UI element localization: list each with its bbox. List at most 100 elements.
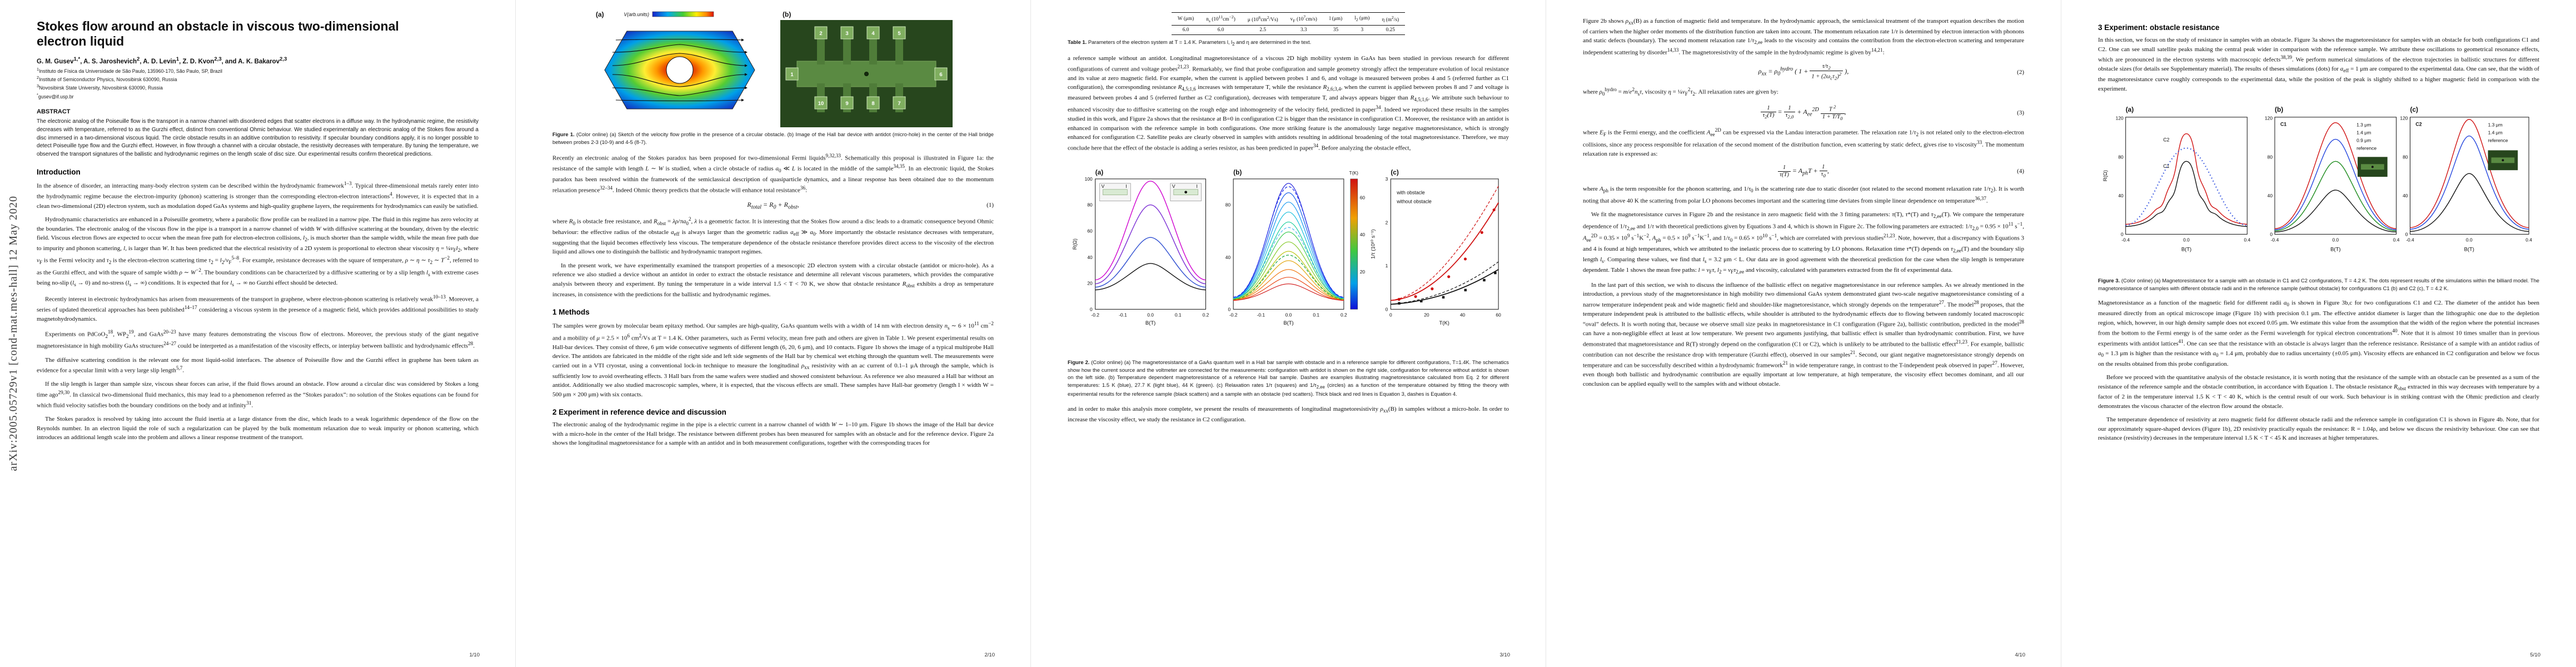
intro-paragraph-3: Recently interest in electronic hydrodyn… bbox=[37, 294, 479, 323]
email-line: *gusev@if.usp.br bbox=[37, 92, 74, 99]
svg-text:0.1: 0.1 bbox=[1313, 312, 1319, 317]
fig2a-letter: (a) bbox=[1095, 168, 1104, 176]
figure2-plots: (a) V I bbox=[1072, 168, 1501, 326]
svg-text:-0.2: -0.2 bbox=[1229, 312, 1238, 317]
svg-text:0.0: 0.0 bbox=[1147, 312, 1154, 317]
fig3b-y-ticks: 0 40 80 120 bbox=[2265, 116, 2273, 237]
colorbar-ticks: 60 40 20 bbox=[1360, 195, 1366, 275]
fig2c-scatter-obstacle bbox=[1397, 208, 1496, 301]
fig3c-curves bbox=[2410, 119, 2529, 232]
svg-text:I: I bbox=[1197, 183, 1198, 189]
svg-text:V: V bbox=[1102, 183, 1105, 189]
intro-paragraph-4: Experiments on PdCoO218, WP219, and GaAs… bbox=[37, 328, 479, 350]
svg-text:0: 0 bbox=[1389, 312, 1392, 317]
affiliation-3: 3Novosibirsk State University, Novosibir… bbox=[37, 83, 163, 91]
fig3a-label-c2: C2 bbox=[2163, 137, 2169, 143]
svg-text:20: 20 bbox=[1087, 281, 1093, 286]
svg-text:0.0: 0.0 bbox=[2332, 237, 2339, 242]
fig2c-xlabel: T(K) bbox=[1439, 320, 1449, 326]
table-col-density: ns (1011cm−2) bbox=[1200, 12, 1242, 26]
fig3b-letter: (b) bbox=[2275, 106, 2283, 113]
fig3b-config-label: C1 bbox=[2280, 122, 2286, 127]
arxiv-stamp-text: arXiv:2005.05729v1 [cond-mat.mes-hall] 1… bbox=[7, 196, 19, 471]
intro-paragraph-6: If the slip length is larger than sample… bbox=[37, 381, 479, 409]
page-4: Figure 2b shows ρxx(B) as a function of … bbox=[1546, 0, 2061, 667]
fig2a-schematic-obstacle: V I bbox=[1170, 183, 1202, 202]
table-col-mfp: l (μm) bbox=[1323, 12, 1349, 26]
fig2c-x-ticks: 0 20 40 60 bbox=[1389, 312, 1501, 317]
flow-channel bbox=[604, 31, 755, 109]
svg-text:-0.4: -0.4 bbox=[2121, 237, 2130, 242]
fig3a-y-ticks: 0 40 80 120 bbox=[2116, 116, 2124, 237]
contact-numbers: 2 3 4 5 10 9 8 7 1 6 bbox=[790, 31, 942, 107]
figure1-caption: Figure 1. (Color online) (a) Sketch of t… bbox=[552, 131, 994, 145]
fig3a-curves bbox=[2125, 133, 2248, 227]
equation-3-number: (3) bbox=[2017, 109, 2024, 116]
page4-where-2: where ρ0hydro = m/e2nsτ, viscosity η = ¼… bbox=[1583, 87, 1778, 97]
fig3c-config-label: C2 bbox=[2415, 122, 2421, 127]
figure2-caption: Figure 2. (Color online) (a) The magneto… bbox=[1068, 359, 1509, 397]
methods-paragraph: The samples were grown by molecular beam… bbox=[552, 321, 994, 398]
page5-paragraph-3: Before we proceed with the quantitative … bbox=[2098, 374, 2539, 410]
table-col-l2: l2 (μm) bbox=[1348, 12, 1376, 26]
page-2: (a) V(arb.units) bbox=[515, 0, 1030, 667]
page-number: 4/10 bbox=[2015, 652, 2026, 658]
fig3b-axes bbox=[2274, 117, 2397, 235]
svg-text:3: 3 bbox=[1386, 176, 1388, 182]
fig2a-schematic-reference: V I bbox=[1099, 183, 1131, 202]
svg-text:9: 9 bbox=[845, 101, 848, 107]
page-3: W (μm) ns (1011cm−2) μ (106cm2/Vs) vF (1… bbox=[1030, 0, 1546, 667]
fig3b-device-inset bbox=[2358, 157, 2388, 177]
fig2a-curves bbox=[1095, 181, 1206, 291]
fig3a-x-ticks: -0.4 0.0 0.4 bbox=[2121, 237, 2250, 242]
fig3c-letter: (c) bbox=[2410, 106, 2418, 113]
intro-paragraph-2: Hydrodynamic characteristics are enhance… bbox=[37, 216, 479, 288]
fig3a-label-c1: C1 bbox=[2163, 163, 2169, 169]
figure3-caption: Figure 3. (Color online) (a) Magnetoresi… bbox=[2098, 277, 2539, 291]
svg-text:0.1: 0.1 bbox=[1175, 312, 1182, 317]
page4-paragraph-5: We fit the magnetoresistance curves in F… bbox=[1583, 211, 2025, 275]
page2-paragraph-2: where R0 is obstacle free resistance, an… bbox=[552, 216, 994, 256]
fig2c-scatter-reference bbox=[1398, 271, 1497, 305]
svg-text:40: 40 bbox=[1087, 255, 1093, 260]
figure1a-flow-sketch: (a) V(arb.units) bbox=[596, 11, 755, 109]
svg-text:0: 0 bbox=[1228, 306, 1230, 312]
fig3c-legend: 1.3 μm 1.4 μm reference bbox=[2488, 122, 2508, 143]
svg-text:7: 7 bbox=[898, 101, 900, 107]
intro-paragraph-5: The diffusive scattering condition is th… bbox=[37, 356, 479, 374]
equation-1-number: (1) bbox=[986, 202, 994, 209]
svg-text:60: 60 bbox=[1360, 195, 1366, 201]
svg-text:20: 20 bbox=[1424, 312, 1429, 317]
fig3c-device-inset bbox=[2488, 150, 2518, 171]
fig3c-y-ticks: 0 40 80 120 bbox=[2400, 116, 2408, 237]
fig3a-ylabel: R(Ω) bbox=[2102, 170, 2109, 181]
table-header-row: W (μm) ns (1011cm−2) μ (106cm2/Vs) vF (1… bbox=[1171, 12, 1406, 26]
svg-text:1.4 μm: 1.4 μm bbox=[2488, 130, 2503, 136]
svg-text:120: 120 bbox=[2116, 116, 2124, 121]
page4-where-4: where Aph is the term responsible for th… bbox=[1583, 185, 2025, 205]
fig3a-letter: (a) bbox=[2126, 106, 2134, 113]
svg-text:0.4: 0.4 bbox=[2525, 237, 2532, 242]
page4-where-3: where EF is the Fermi energy, and the co… bbox=[1583, 127, 2025, 157]
svg-text:2: 2 bbox=[1386, 220, 1388, 225]
svg-text:0.9 μm: 0.9 μm bbox=[2356, 138, 2371, 143]
section-introduction: Introduction bbox=[37, 168, 81, 177]
svg-text:-0.4: -0.4 bbox=[2271, 237, 2279, 242]
fig2b-x-ticks: -0.2 -0.1 0.0 0.1 0.2 bbox=[1229, 312, 1347, 317]
page-number: 1/10 bbox=[469, 652, 480, 658]
svg-text:0: 0 bbox=[2405, 232, 2408, 237]
fig3b-xlabel: B(T) bbox=[2330, 246, 2340, 252]
table-col-vfermi: vF (107cm/s) bbox=[1284, 12, 1323, 26]
figure1a-panel-letter: (a) bbox=[596, 11, 604, 18]
fig2c-letter: (c) bbox=[1391, 168, 1399, 176]
arxiv-stamp: arXiv:2005.05729v1 [cond-mat.mes-hall] 1… bbox=[3, 0, 23, 667]
fig2a-x-ticks: -0.2 -0.1 0.0 0.1 0.2 bbox=[1091, 312, 1209, 317]
fig2b-letter: (b) bbox=[1233, 168, 1242, 176]
page5-paragraph-4: The temperature dependence of resistivit… bbox=[2098, 416, 2539, 442]
experiment-paragraph: The electronic analog of the hydrodynami… bbox=[552, 421, 994, 447]
svg-text:120: 120 bbox=[2400, 116, 2408, 121]
svg-text:1: 1 bbox=[790, 72, 794, 78]
svg-text:1.4 μm: 1.4 μm bbox=[2356, 130, 2371, 136]
fig3b-curves bbox=[2274, 122, 2396, 233]
svg-text:reference: reference bbox=[2356, 146, 2376, 151]
